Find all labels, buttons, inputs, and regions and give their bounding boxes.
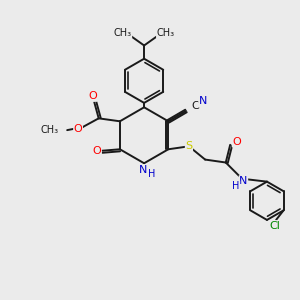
Text: CH₃: CH₃: [114, 28, 132, 38]
Text: CH₃: CH₃: [40, 125, 58, 135]
Text: N: N: [239, 176, 248, 186]
Text: O: O: [92, 146, 101, 156]
Text: C: C: [191, 101, 199, 111]
Text: H: H: [232, 181, 240, 191]
Text: O: O: [232, 137, 241, 147]
Text: N: N: [139, 165, 147, 175]
Text: O: O: [74, 124, 82, 134]
Text: O: O: [88, 91, 97, 101]
Text: S: S: [185, 141, 193, 151]
Text: CH₃: CH₃: [157, 28, 175, 38]
Text: N: N: [199, 96, 207, 106]
Text: Cl: Cl: [269, 221, 280, 231]
Text: H: H: [148, 169, 155, 178]
